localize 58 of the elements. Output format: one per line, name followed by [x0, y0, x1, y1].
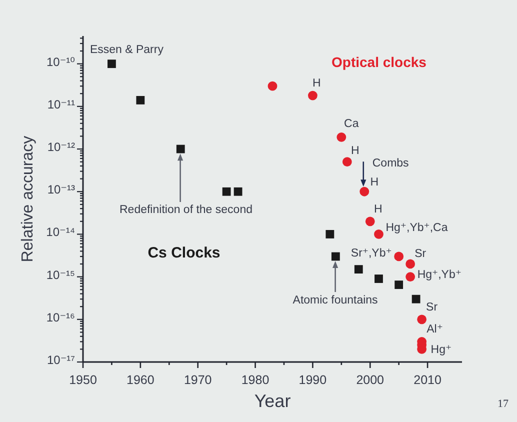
- annotation: Ca: [344, 118, 360, 130]
- annotation: H: [370, 176, 379, 189]
- point: [222, 187, 231, 196]
- point: [365, 216, 375, 226]
- point: [336, 132, 346, 142]
- annotation: H: [350, 144, 360, 157]
- x-tick-label: 1950: [69, 373, 97, 387]
- annotation: Sr: [426, 301, 438, 314]
- x-tick-label: 2010: [414, 373, 442, 387]
- x-axis-title: Year: [254, 391, 291, 411]
- annotation: Hg⁺,Yb⁺: [417, 268, 462, 281]
- annotation: Hg⁺,Yb⁺,Ca: [386, 222, 448, 234]
- annotation: Atomic fountains: [292, 294, 378, 306]
- x-tick-label: 1970: [184, 373, 212, 387]
- point: [234, 187, 242, 196]
- annotation: Combs: [372, 158, 410, 170]
- y-tick-label: 10⁻¹²: [47, 140, 75, 154]
- annotation: Al⁺: [426, 324, 443, 336]
- point: [406, 259, 416, 269]
- x-tick-label: 1990: [298, 373, 327, 387]
- point: [108, 60, 116, 68]
- text: 17: [498, 398, 509, 410]
- x-tick-label: 1960: [126, 373, 154, 387]
- annotation: Sr: [414, 248, 426, 260]
- point: [374, 230, 384, 239]
- point: [326, 230, 334, 238]
- point: [354, 265, 363, 274]
- y-tick-label: 10⁻¹⁷: [46, 353, 75, 367]
- text: Cs Clocks: [148, 244, 220, 262]
- annotation: H: [312, 78, 321, 90]
- x-tick-label: 1980: [241, 373, 270, 387]
- point: [412, 294, 420, 304]
- y-tick-label: 10⁻¹¹: [47, 97, 75, 112]
- annotation: H: [374, 203, 382, 216]
- y-tick-label: 10⁻¹⁴: [46, 225, 75, 240]
- annotation: Hg⁺: [430, 344, 452, 356]
- point: [308, 90, 318, 100]
- y-tick-label: 10⁻¹⁶: [46, 310, 76, 324]
- point: [360, 186, 370, 196]
- point: [394, 280, 404, 289]
- annotation: Redefinition of the second: [120, 204, 252, 216]
- annotation: Sr⁺,Yb⁺: [350, 247, 392, 260]
- point: [417, 314, 427, 324]
- y-axis-title: Relative accuracy: [20, 136, 36, 262]
- point: [406, 272, 416, 282]
- y-tick-label: 10⁻¹⁰: [46, 54, 76, 69]
- point: [176, 144, 185, 154]
- point: [342, 157, 352, 167]
- y-tick-label: 10⁻¹³: [47, 182, 75, 197]
- annotation: Essen & Parry: [90, 44, 164, 56]
- point: [136, 96, 145, 104]
- y-tick-label: 10⁻¹⁵: [46, 268, 76, 282]
- point: [394, 252, 404, 262]
- x-tick-label: 2000: [356, 373, 384, 387]
- point: [331, 252, 340, 261]
- series-label: Optical clocks: [332, 54, 426, 70]
- point: [374, 274, 383, 283]
- point: [268, 81, 278, 91]
